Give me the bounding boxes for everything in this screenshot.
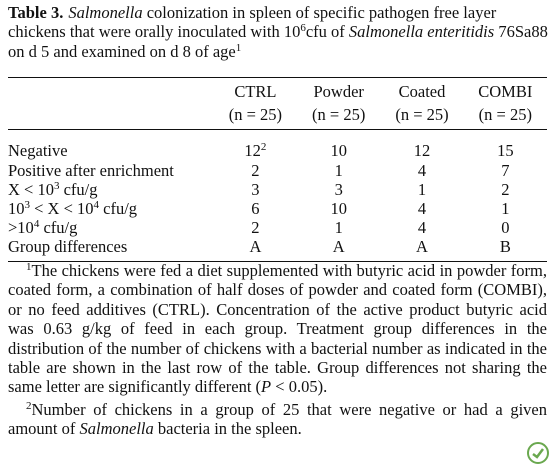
table-cell: 6 [251, 199, 260, 219]
table-cell: 4 [417, 160, 427, 180]
text-run: cfu/g [59, 179, 98, 199]
header-cell: (n = 25) [380, 101, 464, 131]
table-row: Group differences A A A B [8, 237, 547, 261]
text-run: cfu of [305, 22, 349, 42]
text-run: 1 [26, 261, 32, 273]
table-cell: B [499, 237, 511, 257]
text-run: X < 10 [8, 179, 54, 199]
text-run: Group differences [8, 237, 128, 257]
table-title: Table 3. Salmonella colonization in splee… [8, 3, 548, 61]
table-head: CTRL Powder Coated COMBI (n = 25) (n = 25) (n … [8, 78, 547, 131]
row-label: Group differences [8, 237, 214, 261]
row-label: Positive after enrichment [8, 161, 214, 180]
text-run: P [261, 377, 272, 397]
text-run: bacteria in the spleen. [153, 419, 302, 439]
text-run: 3 [24, 199, 31, 212]
table-cell: 10 [330, 141, 347, 161]
header-cell [8, 78, 214, 102]
header-cell: (n = 25) [463, 101, 547, 131]
text-run: < X < 10 [30, 199, 94, 219]
text-run: 4 [33, 218, 40, 231]
table-cell: A [416, 237, 428, 257]
badge-icon [527, 442, 549, 464]
table-row: Positive after enrichment 2 1 4 7 [8, 161, 547, 180]
text-run: cfu/g [39, 218, 78, 238]
table-cell: 7 [501, 160, 510, 180]
table-cell: A [332, 237, 345, 257]
text-run: Salmonella enteritidis [348, 22, 495, 42]
text-run: 76Sa88 on d 5 and examined on d 8 of age [8, 22, 548, 61]
text-run: Salmonella [79, 419, 154, 439]
footnotes: 1The chickens were fed a diet supplement… [8, 261, 547, 442]
table-cell: 12 [413, 141, 431, 161]
text-run: 2 [26, 399, 32, 412]
table-cell: 1 [501, 199, 510, 219]
text-run: cfu/g [99, 199, 138, 219]
text-run: Salmonella [68, 3, 143, 22]
text-run: Negative [8, 141, 68, 161]
text-run: >10 [8, 218, 34, 238]
text-run: 2 [260, 141, 267, 154]
text-run: Table 3. [8, 3, 64, 22]
table-cell: 4 [417, 218, 427, 238]
text-run: 6 [300, 22, 306, 35]
table-cell: 1 [334, 218, 343, 238]
row-label: Negative [8, 130, 214, 161]
table-cell: 15 [497, 141, 514, 161]
header-cell: CTRL [234, 82, 277, 101]
table-cell: 0 [501, 218, 510, 238]
text-run: 3 [53, 179, 60, 192]
footnote: 2Number of chickens in a group of 25 tha… [8, 400, 547, 439]
text-run: The chickens were fed a diet supplemente… [8, 261, 547, 397]
header-cell: Powder [313, 82, 364, 101]
text-run: Number of chickens in a group of 25 that… [8, 399, 547, 439]
table-cell: 3 [251, 179, 260, 199]
table-cell: 2 [501, 179, 510, 199]
table-cell: 10 [330, 199, 347, 219]
text-run: 4 [93, 199, 100, 212]
table-cell: 2 [251, 218, 260, 238]
text-run: Positive after enrichment [8, 160, 174, 180]
text-run: 10 [8, 199, 25, 219]
footnote: 1The chickens were fed a diet supplement… [8, 261, 547, 397]
text-run: 12 [244, 141, 261, 161]
header-cell: (n = 25) [213, 101, 298, 131]
table-cell: 3 [334, 179, 343, 199]
table-body: Negative 122 10 12 15 Positive after enrichme… [8, 130, 547, 261]
row-label: 103 < X < 104 cfu/g [8, 199, 214, 218]
table-row: X < 103 cfu/g 3 3 1 2 [8, 180, 547, 199]
header-cell: Coated [398, 82, 446, 101]
header-row: (n = 25) (n = 25) (n = 25) (n = 25) [8, 101, 547, 131]
text-run: < 0.05). [271, 377, 328, 397]
table-row: >104 cfu/g 2 1 4 0 [8, 218, 547, 237]
header-cell: COMBI [478, 82, 533, 101]
table-cell: A [249, 237, 262, 257]
row-label: >104 cfu/g [8, 218, 214, 237]
table-cell: 122 [214, 130, 297, 161]
table-cell: 2 [251, 160, 260, 180]
table-cell: 1 [334, 160, 343, 180]
header-cell: (n = 25) [297, 101, 381, 131]
table-cell: 4 [417, 199, 427, 219]
text-run: 1 [235, 41, 242, 54]
row-label: X < 103 cfu/g [8, 180, 214, 199]
table-row: Negative 122 10 12 15 [8, 130, 547, 161]
data-table: CTRL Powder Coated COMBI (n = 25) (n = 25) (n … [8, 77, 547, 262]
text-run: colonization in spleen of specific patho… [8, 3, 497, 42]
table-row: 103 < X < 104 cfu/g 6 10 4 1 [8, 199, 547, 218]
table-cell: 1 [417, 179, 427, 199]
header-cell [8, 101, 214, 131]
header-row: CTRL Powder Coated COMBI [8, 78, 547, 102]
